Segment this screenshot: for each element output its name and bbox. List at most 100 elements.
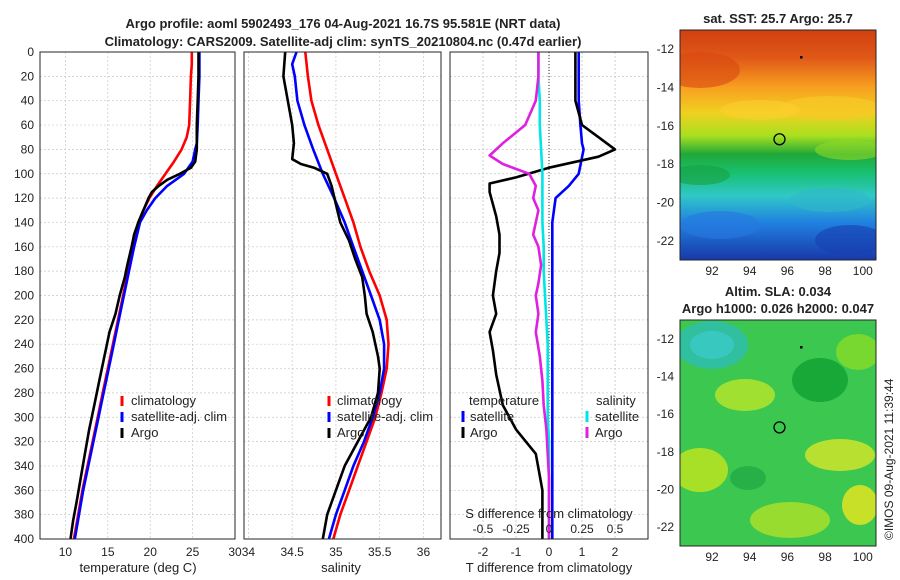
depth-tick-label: 260 xyxy=(14,362,34,376)
depth-tick-label: 160 xyxy=(14,240,34,254)
salinity-panel: 34 34.5 35 35.5 36 salinity climatology sate… xyxy=(242,51,442,575)
x-tick-label: 36 xyxy=(417,545,431,559)
series-line-salinity-argo xyxy=(488,52,551,539)
depth-tick-label: 120 xyxy=(14,191,34,205)
s-diff-tick-label: 0.25 xyxy=(570,522,594,536)
x-tick-label: 20 xyxy=(144,545,158,559)
depth-tick-label: 200 xyxy=(14,289,34,303)
s-diff-tick-label: -0.25 xyxy=(502,522,530,536)
x-tick-label: 25 xyxy=(186,545,200,559)
x-tick-label: 35.5 xyxy=(368,545,392,559)
series-line-argo xyxy=(282,51,382,540)
depth-tick-label: 220 xyxy=(14,313,34,327)
s-diff-tick-label: -0.5 xyxy=(473,522,494,536)
series-line-climatology xyxy=(304,51,390,540)
depth-tick-label: 380 xyxy=(14,508,34,522)
depth-tick-label: 340 xyxy=(14,459,34,473)
depth-tick-label: 140 xyxy=(14,215,34,229)
latitude-tick-label: -14 xyxy=(657,81,675,95)
s-difference-tick-labels: -0.5 -0.25 0 0.25 0.5 xyxy=(473,522,624,536)
depth-tick-label: 180 xyxy=(14,264,34,278)
legend-label-climatology: climatology xyxy=(337,393,403,408)
latitude-tick-label: -22 xyxy=(657,234,675,248)
difference-lines xyxy=(488,52,617,539)
longitude-tick-label: 96 xyxy=(781,264,795,278)
latitude-tick-label: -12 xyxy=(657,332,675,346)
argo-location-marker xyxy=(773,133,786,146)
legend-title-salinity: salinity xyxy=(596,393,636,408)
legend-label-argo: Argo xyxy=(131,425,158,440)
legend-label-climatology: climatology xyxy=(131,393,197,408)
series-line-temperature-satellite xyxy=(550,52,585,539)
depth-tick-label: 240 xyxy=(14,337,34,351)
sst-longitude-labels: 92 94 96 98 100 xyxy=(705,264,873,278)
x-tick-label: -2 xyxy=(478,545,489,559)
map-dot xyxy=(800,346,803,349)
difference-panel: -2 -1 0 1 2 -0.5 -0.25 0 0.25 0.5 S difference f… xyxy=(449,51,649,575)
series-line-satellite-adj-clim xyxy=(290,51,386,540)
depth-tick-label: 280 xyxy=(14,386,34,400)
temperature-panel: 0 20 40 60 80 100 120 140 160 180 200 220 240 260 280 3… xyxy=(14,45,242,575)
longitude-tick-label: 98 xyxy=(818,264,832,278)
x-tick-label: 15 xyxy=(101,545,115,559)
latitude-tick-label: -14 xyxy=(657,370,675,384)
salinity-frame xyxy=(243,51,442,540)
t-difference-tick-labels: -2 -1 0 1 2 xyxy=(478,545,619,559)
difference-frame xyxy=(449,51,649,540)
temperature-tick-labels: 10 15 20 25 30 xyxy=(59,545,242,559)
depth-tick-label: 100 xyxy=(14,167,34,181)
latitude-tick-label: -18 xyxy=(657,157,675,171)
salinity-tick-labels: 34 34.5 35 35.5 36 xyxy=(242,545,431,559)
argo-location-marker xyxy=(773,421,786,434)
x-tick-label: 2 xyxy=(612,545,619,559)
x-tick-label: -1 xyxy=(511,545,522,559)
latitude-tick-label: -22 xyxy=(657,520,675,534)
longitude-tick-label: 100 xyxy=(853,264,873,278)
salinity-lines xyxy=(282,51,390,540)
sla-map-title-1: Altim. SLA: 0.034 xyxy=(725,284,832,299)
series-line-temperature-argo xyxy=(488,52,617,539)
legend-label-t-satellite: satellite xyxy=(470,409,514,424)
longitude-tick-label: 92 xyxy=(705,264,719,278)
legend-label-s-argo: Argo xyxy=(595,425,622,440)
sst-map-frame xyxy=(679,29,877,261)
sst-map-panel: sat. SST: 25.7 Argo: 25.7 -12 -14 -16 -18 -2… xyxy=(657,11,877,278)
latitude-tick-label: -16 xyxy=(657,119,675,133)
depth-tick-label: 320 xyxy=(14,435,34,449)
temperature-legend: climatology satellite-adj. clim Argo xyxy=(120,393,227,440)
map-dot xyxy=(800,56,803,59)
t-difference-axis-label: T difference from climatology xyxy=(466,560,633,575)
temperature-lines xyxy=(69,52,201,540)
legend-title-temperature: temperature xyxy=(469,393,539,408)
salinity-grid xyxy=(244,51,441,540)
sla-field xyxy=(680,320,876,546)
legend-label-satellite: satellite-adj. clim xyxy=(131,409,227,424)
salinity-axis-label: salinity xyxy=(321,560,361,575)
sst-latitude-labels: -12 -14 -16 -18 -20 -22 xyxy=(657,42,675,248)
sla-latitude-labels: -12 -14 -16 -18 -20 -22 xyxy=(657,332,675,534)
depth-tick-label: 40 xyxy=(21,94,35,108)
title-line-1: Argo profile: aoml 5902493_176 04-Aug-20… xyxy=(126,16,561,31)
s-diff-tick-label: 0 xyxy=(546,522,553,536)
depth-tick-label: 80 xyxy=(21,142,35,156)
s-difference-axis-label: S difference from climatology xyxy=(465,506,633,521)
credit-text: ©IMOS 09-Aug-2021 11:39:44 xyxy=(882,378,896,540)
longitude-tick-label: 98 xyxy=(818,550,832,564)
sla-longitude-labels: 92 94 96 98 100 xyxy=(705,550,873,564)
title-line-2: Climatology: CARS2009. Satellite-adj cli… xyxy=(105,34,582,49)
latitude-tick-label: -18 xyxy=(657,445,675,459)
sla-map-panel: Altim. SLA: 0.034 Argo h1000: 0.026 h200… xyxy=(657,284,877,564)
x-tick-label: 35 xyxy=(329,545,343,559)
sst-map-title: sat. SST: 25.7 Argo: 25.7 xyxy=(703,11,853,26)
depth-tick-label: 0 xyxy=(27,45,34,59)
longitude-tick-label: 96 xyxy=(781,550,795,564)
latitude-tick-label: -20 xyxy=(657,483,675,497)
x-tick-label: 0 xyxy=(546,545,553,559)
depth-tick-label: 60 xyxy=(21,118,35,132)
temperature-grid xyxy=(40,51,235,540)
x-tick-label: 34.5 xyxy=(280,545,304,559)
temperature-axis-label: temperature (deg C) xyxy=(79,560,196,575)
legend-label-t-argo: Argo xyxy=(470,425,497,440)
series-line-argo xyxy=(69,52,200,540)
